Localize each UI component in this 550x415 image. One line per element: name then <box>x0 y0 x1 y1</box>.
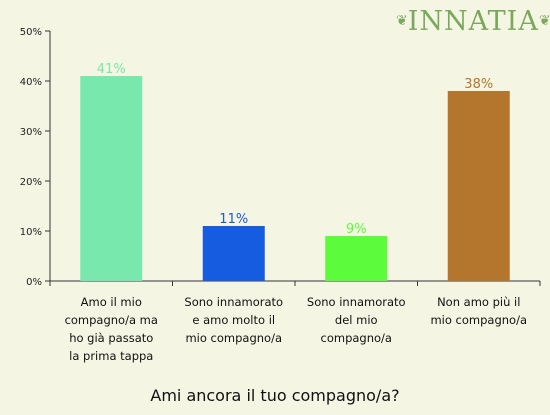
y-tick-label: 50% <box>20 27 42 38</box>
category-label-line: del mio <box>335 313 378 327</box>
category-label: Sono innamorato del mio compagno/a <box>307 295 406 345</box>
leaf-right-icon: ❦ <box>538 13 550 29</box>
chart-title: Ami ancora il tuo compagno/a? <box>150 386 400 405</box>
innatia-logo: ❦ INNATIA ❦ <box>396 4 550 38</box>
category-label-line: Sono innamorato <box>184 295 283 309</box>
category-label: Amo il mio compagno/a ma ho già passato la … <box>65 295 158 363</box>
y-tick-label: 20% <box>20 177 42 188</box>
leaf-left-icon: ❦ <box>396 13 408 29</box>
category-label-line: e amo molto il <box>192 313 275 327</box>
bar-chart: 0% 10% 20% 30% 40% 50% 41% Amo il mio compagno/a… <box>20 27 541 363</box>
data-label: 9% <box>346 222 367 237</box>
category-label-line: ho già passato <box>69 331 153 345</box>
y-tick-label: 40% <box>20 77 42 88</box>
bar <box>202 226 265 281</box>
y-tick-label: 30% <box>20 127 42 138</box>
y-tick-label: 10% <box>20 227 42 238</box>
category-label-line: Sono innamorato <box>307 295 406 309</box>
category-label-line: compagno/a <box>321 331 392 345</box>
logo-text: INNATIA <box>407 5 539 37</box>
category-label-line: la prima tappa <box>69 349 153 363</box>
data-label: 41% <box>97 62 126 77</box>
category-label-line: mio compagno/a <box>430 313 527 327</box>
data-label: 38% <box>464 77 493 92</box>
bar <box>80 76 143 281</box>
category-label-line: mio compagno/a <box>185 331 282 345</box>
bar <box>325 236 388 281</box>
category-label-line: compagno/a ma <box>65 313 158 327</box>
data-label: 11% <box>219 212 248 227</box>
y-tick-label: 0% <box>26 277 42 288</box>
category-label-line: Non amo più il <box>437 295 520 309</box>
bar <box>447 91 510 281</box>
category-label-line: Amo il mio <box>81 295 142 309</box>
category-label: Non amo più il mio compagno/a <box>430 295 527 327</box>
category-label: Sono innamorato e amo molto il mio compagn… <box>184 295 283 345</box>
